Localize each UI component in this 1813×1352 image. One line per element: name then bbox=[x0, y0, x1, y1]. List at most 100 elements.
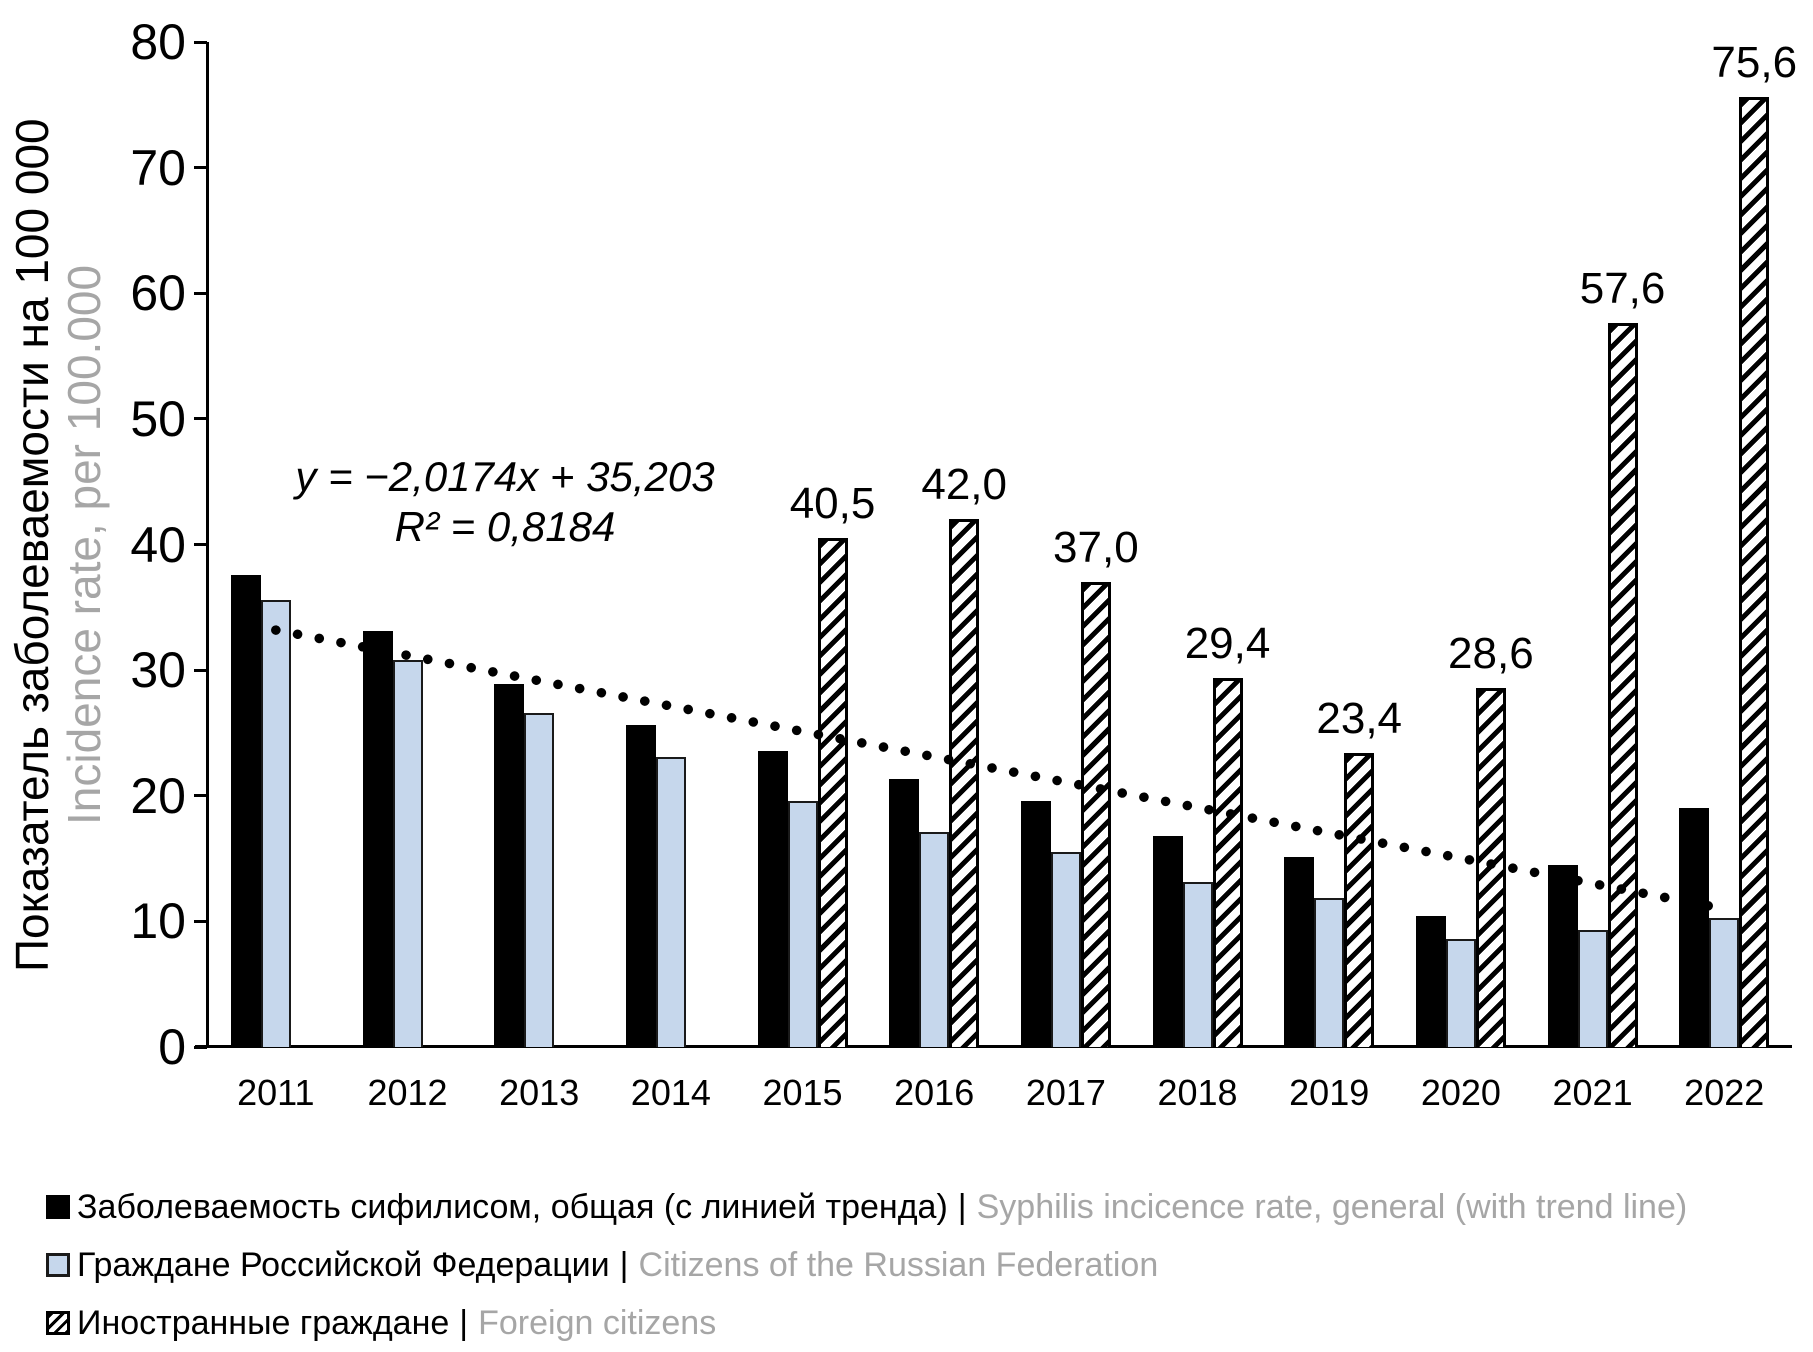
bar-series1-2014 bbox=[655, 756, 686, 1047]
bar-group-2015: 40,5 bbox=[737, 42, 875, 1047]
bar-series0-2014 bbox=[625, 725, 656, 1047]
bar-series0-2019 bbox=[1284, 857, 1315, 1047]
y-tick-mark bbox=[194, 794, 207, 798]
legend-label-ru: Граждане Российской Федерации bbox=[77, 1245, 610, 1284]
bar-series2-2020 bbox=[1475, 687, 1506, 1047]
legend-item-foreign: Иностранные граждане | Foreign citizens bbox=[46, 1300, 1687, 1346]
y-axis-line bbox=[206, 42, 209, 1048]
x-axis-label-2021: 2021 bbox=[1552, 1072, 1633, 1113]
y-tick-mark bbox=[194, 1045, 207, 1049]
x-axis-label-2014: 2014 bbox=[630, 1072, 711, 1113]
y-tick-label: 10 bbox=[130, 893, 186, 950]
y-tick-label: 50 bbox=[130, 390, 186, 447]
bar-series2-2015 bbox=[817, 538, 848, 1047]
legend-label-en: Citizens of the Russian Federation bbox=[638, 1245, 1159, 1284]
bar-series2-2019 bbox=[1344, 753, 1375, 1047]
bar-series0-2017 bbox=[1020, 800, 1051, 1047]
bar-series1-2016 bbox=[919, 832, 950, 1047]
legend-label-en: Foreign citizens bbox=[478, 1303, 717, 1342]
data-label-2016: 42,0 bbox=[921, 460, 1008, 510]
bar-group-2017: 37,0 bbox=[1000, 42, 1139, 1047]
x-axis-label-2022: 2022 bbox=[1684, 1072, 1765, 1113]
bar-series0-2016 bbox=[889, 779, 920, 1047]
legend-separator: | bbox=[619, 1245, 629, 1284]
bar-series2-2017 bbox=[1080, 582, 1111, 1047]
y-tick-label: 80 bbox=[130, 14, 186, 70]
x-axis-label-2018: 2018 bbox=[1157, 1072, 1238, 1113]
legend-marker-blue-square bbox=[46, 1253, 70, 1277]
bar-group-2021: 57,6 bbox=[1527, 42, 1665, 1047]
legend-item-general: Заболеваемость сифилисом, общая (с линие… bbox=[46, 1184, 1687, 1230]
legend-label-ru: Иностранные граждане bbox=[77, 1303, 450, 1342]
x-axis-label-2017: 2017 bbox=[1025, 1072, 1106, 1113]
legend-item-citizens: Граждане Российской Федерации | Citizens… bbox=[46, 1242, 1687, 1288]
x-axis-label-2019: 2019 bbox=[1289, 1072, 1370, 1113]
bar-series1-2012 bbox=[392, 660, 423, 1047]
x-axis-label-2013: 2013 bbox=[499, 1072, 580, 1113]
y-tick-label: 30 bbox=[130, 642, 186, 699]
bar-series0-2022 bbox=[1679, 808, 1710, 1047]
bar-series2-2016 bbox=[949, 519, 980, 1047]
y-tick-mark bbox=[194, 919, 207, 923]
bar-group-2020: 28,6 bbox=[1395, 42, 1534, 1047]
legend-separator: | bbox=[459, 1303, 469, 1342]
data-label-2018: 29,4 bbox=[1184, 618, 1271, 668]
data-label-2019: 23,4 bbox=[1316, 694, 1403, 744]
y-tick-mark bbox=[194, 40, 207, 44]
x-axis-line bbox=[195, 1045, 1792, 1048]
legend-separator: | bbox=[957, 1187, 967, 1226]
y-tick-mark bbox=[194, 291, 207, 295]
legend-label-en: Syphilis incicence rate, general (with t… bbox=[976, 1187, 1688, 1226]
y-tick-label: 60 bbox=[130, 265, 186, 322]
bar-series1-2015 bbox=[787, 800, 818, 1047]
x-axis-label-2015: 2015 bbox=[762, 1072, 843, 1113]
x-axis-label-2016: 2016 bbox=[894, 1072, 975, 1113]
bar-series1-2013 bbox=[524, 712, 555, 1047]
bar-series2-2021 bbox=[1607, 323, 1638, 1047]
legend-marker-black-square bbox=[46, 1195, 70, 1219]
data-label-2021: 57,6 bbox=[1579, 264, 1666, 314]
bar-series1-2011 bbox=[260, 599, 291, 1047]
bar-group-2016: 42,0 bbox=[868, 42, 1007, 1047]
data-label-2017: 37,0 bbox=[1053, 523, 1139, 573]
data-label-2020: 28,6 bbox=[1448, 628, 1534, 678]
bar-group-2022: 75,6 bbox=[1658, 41, 1797, 1047]
y-tick-label: 20 bbox=[130, 767, 186, 824]
bar-series1-2017 bbox=[1050, 852, 1081, 1047]
bar-series1-2018 bbox=[1182, 882, 1213, 1047]
trendline-equation: y = −2,0174x + 35,203 R² = 0,8184 bbox=[255, 452, 755, 552]
y-tick-mark bbox=[194, 166, 207, 170]
y-tick-label: 70 bbox=[130, 139, 186, 196]
bar-series0-2018 bbox=[1152, 835, 1183, 1047]
bar-series1-2020 bbox=[1445, 938, 1476, 1047]
bar-series0-2020 bbox=[1415, 916, 1446, 1047]
y-tick-mark bbox=[194, 417, 207, 421]
bar-series0-2012 bbox=[362, 631, 393, 1047]
x-axis-label-2011: 2011 bbox=[237, 1072, 315, 1113]
bar-series1-2021 bbox=[1577, 930, 1608, 1047]
bar-series0-2021 bbox=[1547, 864, 1578, 1047]
trendline-r-squared: R² = 0,8184 bbox=[394, 503, 616, 550]
y-tick-label: 0 bbox=[158, 1019, 186, 1075]
x-axis-labels: 2011 2012 2013 2014 2015 2016 2017 2018 2019 2020… bbox=[210, 1072, 1790, 1114]
x-axis-label-2012: 2012 bbox=[367, 1072, 448, 1113]
bar-series2-2022 bbox=[1739, 97, 1770, 1047]
legend-label-ru: Заболеваемость сифилисом, общая (с линие… bbox=[77, 1187, 948, 1226]
bar-series0-2011 bbox=[230, 574, 261, 1047]
trendline-equation-line: y = −2,0174x + 35,203 bbox=[295, 453, 715, 500]
bar-group-2019: 23,4 bbox=[1263, 42, 1402, 1047]
bar-series0-2015 bbox=[757, 750, 788, 1047]
legend: Заболеваемость сифилисом, общая (с линие… bbox=[46, 1184, 1687, 1352]
y-tick-mark bbox=[194, 543, 207, 546]
y-tick-mark bbox=[194, 668, 207, 672]
data-label-2015: 40,5 bbox=[789, 479, 876, 529]
bar-series2-2018 bbox=[1212, 677, 1243, 1047]
bar-series1-2022 bbox=[1709, 917, 1740, 1047]
bar-group-2018: 29,4 bbox=[1132, 42, 1270, 1047]
bar-series1-2019 bbox=[1314, 897, 1345, 1047]
y-tick-label: 40 bbox=[130, 516, 186, 573]
x-axis-label-2020: 2020 bbox=[1420, 1072, 1501, 1113]
data-label-2022: 75,6 bbox=[1711, 38, 1798, 88]
legend-marker-hatched-square bbox=[46, 1311, 70, 1335]
